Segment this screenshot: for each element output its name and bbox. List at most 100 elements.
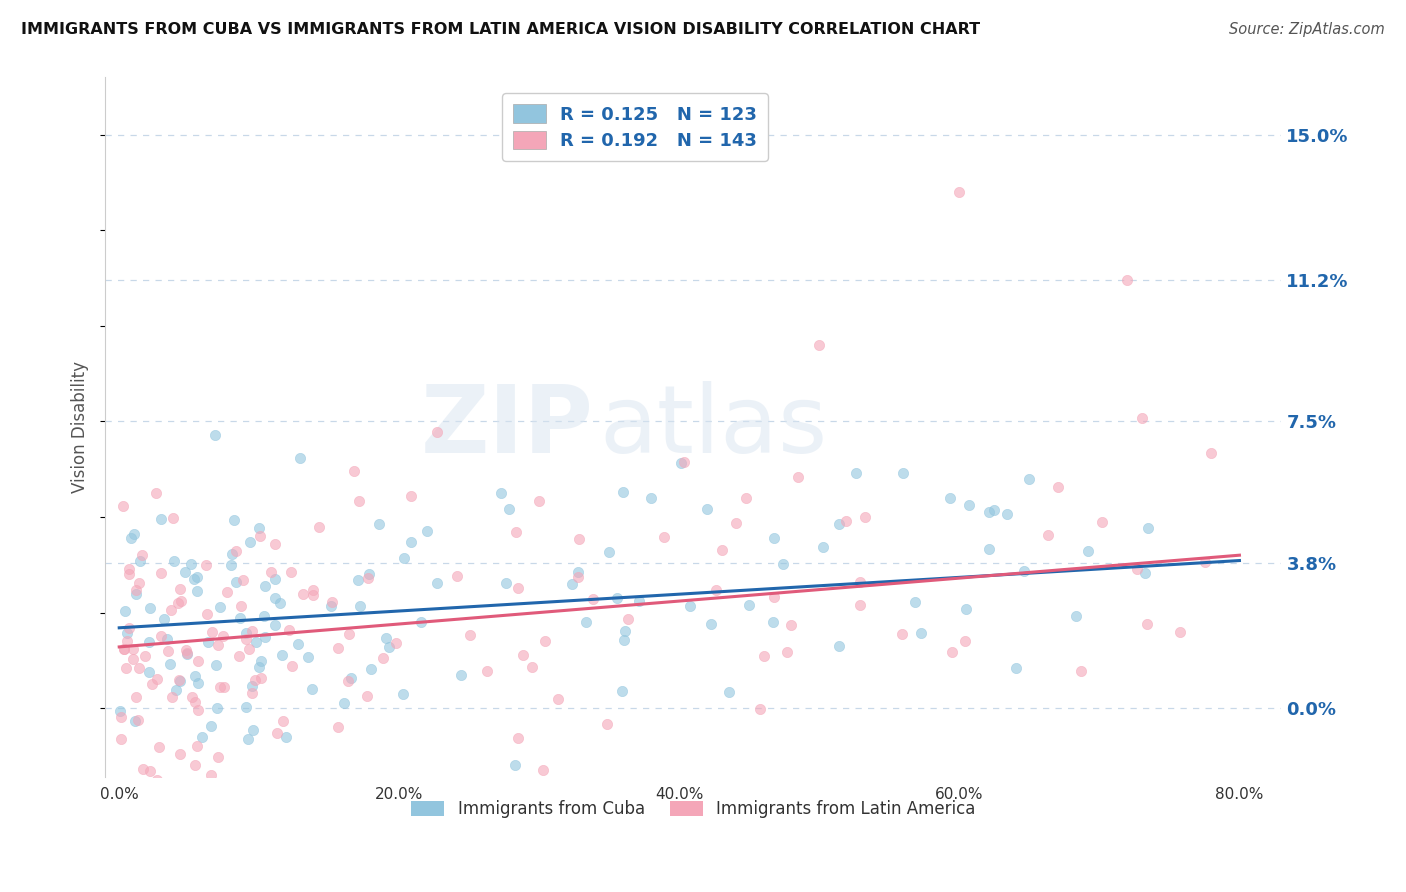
Point [302,588,325,602]
Point [614,624,637,639]
Point [281,659,304,673]
Point [955,633,977,648]
Point [360,662,382,676]
Point [1012,564,1035,578]
Point [209,680,232,694]
Point [124,582,146,597]
Point [219,558,242,572]
Point [495,576,517,591]
Point [169,674,191,689]
Point [717,685,740,699]
Point [269,596,291,610]
Point [450,667,472,681]
Point [498,501,520,516]
Point [378,640,401,655]
Point [249,529,271,543]
Point [263,537,285,551]
Point [280,565,302,579]
Point [506,731,529,745]
Point [254,630,277,644]
Point [699,617,721,632]
Point [115,626,138,640]
Point [110,731,132,746]
Point [197,634,219,648]
Point [392,687,415,701]
Point [512,648,534,662]
Point [941,645,963,659]
Point [260,566,283,580]
Point [287,637,309,651]
Point [1091,516,1114,530]
Point [336,674,359,689]
Point [167,673,190,687]
Point [211,629,233,643]
Point [411,615,433,629]
Point [520,659,543,673]
Point [426,425,449,439]
Point [264,617,287,632]
Point [156,632,179,646]
Point [955,602,977,616]
Point [242,723,264,737]
Point [235,625,257,640]
Point [748,702,770,716]
Point [458,627,481,641]
Point [575,615,598,629]
Point [772,557,794,571]
Point [957,498,980,512]
Point [359,567,381,582]
Point [983,503,1005,517]
Point [529,776,551,790]
Point [238,797,260,811]
Point [567,570,589,584]
Point [128,661,150,675]
Point [187,676,209,690]
Point [835,514,858,528]
Point [139,764,162,779]
Text: Source: ZipAtlas.com: Source: ZipAtlas.com [1229,22,1385,37]
Point [221,547,243,561]
Point [811,541,834,555]
Point [582,592,605,607]
Point [184,669,207,683]
Point [118,621,141,635]
Point [229,599,252,613]
Point [1077,544,1099,558]
Point [207,749,229,764]
Point [399,489,422,503]
Point [228,648,250,663]
Point [1133,566,1156,581]
Point [853,510,876,524]
Point [505,758,527,772]
Point [1005,661,1028,675]
Point [200,719,222,733]
Point [534,633,557,648]
Text: IMMIGRANTS FROM CUBA VS IMMIGRANTS FROM LATIN AMERICA VISION DISABILITY CORRELAT: IMMIGRANTS FROM CUBA VS IMMIGRANTS FROM … [21,22,980,37]
Point [138,665,160,679]
Point [392,551,415,566]
Point [849,574,872,589]
Point [187,654,209,668]
Legend: Immigrants from Cuba, Immigrants from Latin America: Immigrants from Cuba, Immigrants from La… [405,793,983,824]
Point [356,690,378,704]
Point [194,558,217,573]
Point [183,573,205,587]
Point [176,646,198,660]
Point [725,516,748,530]
Point [214,797,236,811]
Point [250,655,273,669]
Point [606,591,628,605]
Point [149,629,172,643]
Point [617,612,640,626]
Point [426,575,449,590]
Point [131,549,153,563]
Point [292,587,315,601]
Point [596,716,619,731]
Y-axis label: Vision Disability: Vision Disability [72,361,89,493]
Point [141,677,163,691]
Point [249,671,271,685]
Point [225,575,247,590]
Point [253,579,276,593]
Point [780,617,803,632]
Point [224,513,246,527]
